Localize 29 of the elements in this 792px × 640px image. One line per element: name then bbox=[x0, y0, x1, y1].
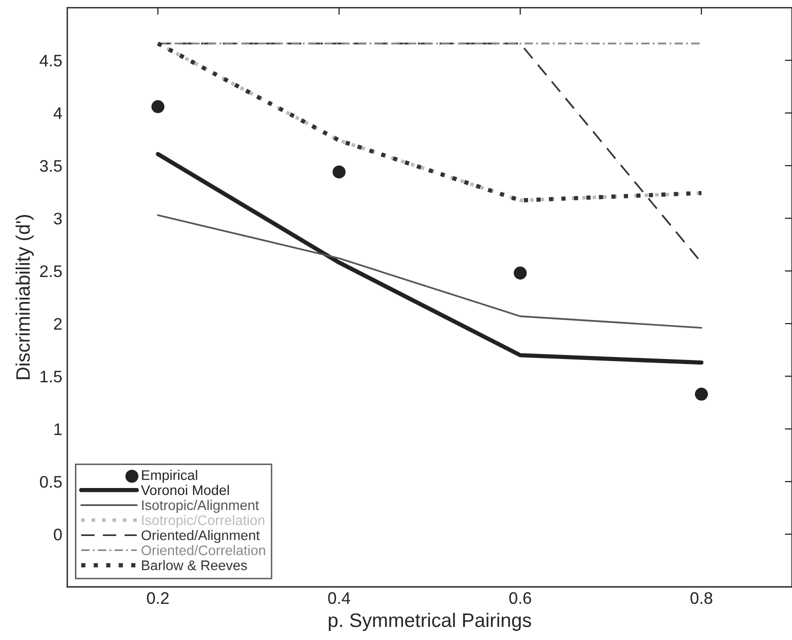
line-series bbox=[157, 214, 702, 329]
y-tick-label: 1.5 bbox=[40, 370, 62, 382]
y-tick-label: 0.5 bbox=[40, 476, 62, 488]
point bbox=[694, 388, 708, 401]
y-axis-title: Discriminiability (d') bbox=[16, 215, 34, 380]
x-tick-label: 0.8 bbox=[690, 592, 712, 604]
x-tick-label: 0.6 bbox=[509, 592, 532, 604]
y-tick-label: 4 bbox=[54, 108, 62, 120]
legend-label: Isotropic/Correlation bbox=[142, 514, 264, 528]
legend-label: Barlow & Reeves bbox=[142, 560, 247, 570]
y-tick-label: 3 bbox=[54, 212, 62, 224]
point bbox=[151, 100, 164, 114]
y-tick-label: 2.5 bbox=[40, 265, 62, 278]
x-tick-label: 0.4 bbox=[328, 592, 350, 604]
legend-label: Isotropic/Alignment bbox=[142, 500, 259, 513]
legend-label: Voronoi Model bbox=[140, 484, 229, 496]
legend-label: Empirical bbox=[142, 470, 198, 483]
line-series bbox=[156, 152, 704, 365]
point bbox=[332, 165, 346, 178]
point bbox=[514, 266, 527, 280]
x-axis-title: p. Symmetrical Pairings bbox=[328, 612, 532, 631]
legend-label: Oriented/Alignment bbox=[142, 530, 260, 543]
y-tick-label: 1 bbox=[54, 423, 62, 435]
y-tick-label: 4.5 bbox=[40, 54, 62, 67]
y-tick-label: 2 bbox=[54, 318, 62, 330]
y-tick-label: 3.5 bbox=[40, 160, 62, 172]
x-tick-label: 0.2 bbox=[146, 592, 169, 604]
y-tick-label: 0 bbox=[54, 528, 62, 540]
legend-label: Oriented/Correlation bbox=[142, 545, 266, 556]
